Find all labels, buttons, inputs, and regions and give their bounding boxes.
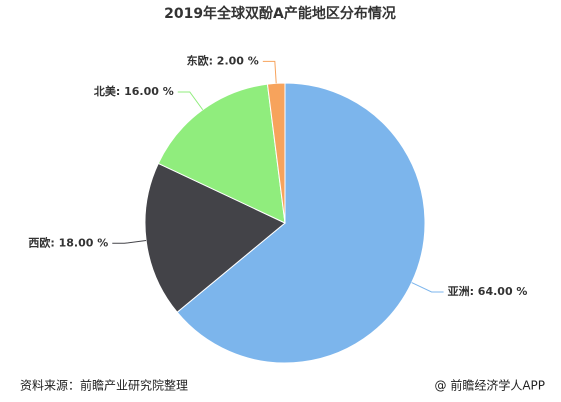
data-label: 东欧: 2.00 %: [187, 53, 259, 67]
brand: @ 前瞻经济学人APP: [435, 378, 546, 393]
slice: [157, 83, 286, 224]
data-label: 北美: 16.00 %: [94, 84, 174, 98]
data-label: 西欧: 18.00 %: [28, 235, 108, 249]
leader-line: [411, 282, 444, 293]
source: 资料来源：前瞻产业研究院整理: [20, 378, 188, 393]
leader-line: [262, 60, 277, 84]
slice: [144, 162, 286, 313]
leader-line: [112, 240, 147, 244]
data-label: 亚洲: 64.00 %: [448, 285, 528, 298]
chart-title: 2019年全球双酚A产能地区分布情况: [164, 5, 396, 22]
leader-line: [177, 91, 204, 111]
